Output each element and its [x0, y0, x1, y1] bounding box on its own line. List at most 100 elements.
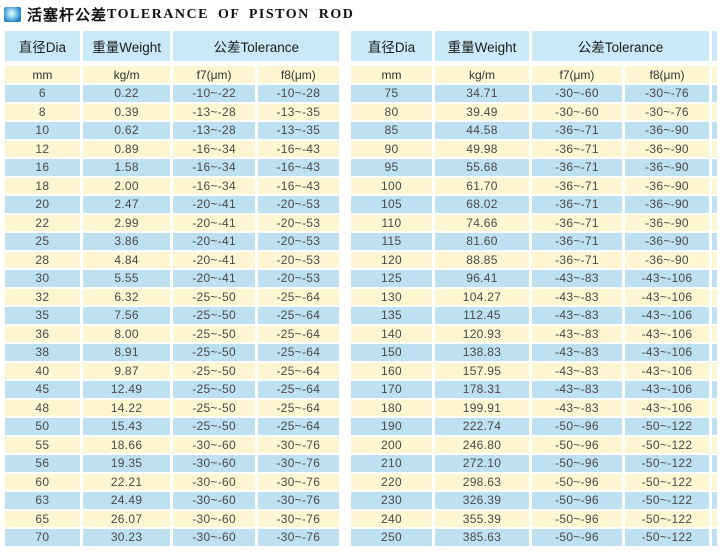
weight-value: 1.58	[82, 159, 171, 176]
weight-value: 81.60	[434, 233, 529, 250]
f8-value: -30~-76	[257, 510, 339, 527]
f8-value: -30~-76	[257, 455, 339, 472]
f7-value: -13~-28	[173, 103, 255, 120]
f7-value: -13~-28	[173, 122, 255, 139]
f8-value: -30~-76	[624, 103, 709, 120]
f8-value: -50~-122	[624, 436, 709, 453]
dia-value: 190	[350, 418, 432, 435]
f8-value: -30~-76	[257, 436, 339, 453]
weight-value: 222.74	[434, 418, 529, 435]
cropped-column-sliver	[712, 177, 717, 194]
f8-value: -36~-90	[624, 233, 709, 250]
dia-value: 250	[350, 529, 432, 546]
dia-value: 95	[350, 159, 432, 176]
weight-value: 22.21	[82, 473, 171, 490]
weight-value: 0.39	[82, 103, 171, 120]
table-row: 28 4.84 -20~-41 -20~-53	[5, 251, 339, 268]
weight-value: 61.70	[434, 177, 529, 194]
f8-value: -30~-76	[624, 85, 709, 102]
f8-value: -43~-106	[624, 381, 709, 398]
f7-value: -16~-34	[173, 177, 255, 194]
f7-value: -25~-50	[173, 307, 255, 324]
f8-value: -13~-35	[257, 122, 339, 139]
dia-value: 240	[350, 510, 432, 527]
table-row: 130 104.27 -43~-83 -43~-106	[350, 288, 717, 305]
table-row: 25 3.86 -20~-41 -20~-53	[5, 233, 339, 250]
weight-value: 19.35	[82, 455, 171, 472]
table-row: 135 112.45 -43~-83 -43~-106	[350, 307, 717, 324]
column-header-weight: 重量Weight	[434, 31, 529, 64]
table-row: 190 222.74 -50~-96 -50~-122	[350, 418, 717, 435]
f7-value: -30~-60	[531, 103, 622, 120]
dia-value: 35	[5, 307, 80, 324]
f7-value: -50~-96	[531, 492, 622, 509]
f8-value: -25~-64	[257, 418, 339, 435]
f8-value: -36~-90	[624, 251, 709, 268]
f8-value: -50~-122	[624, 529, 709, 546]
dia-value: 25	[5, 233, 80, 250]
f7-value: -30~-60	[173, 510, 255, 527]
cropped-column-sliver	[712, 214, 717, 231]
dia-value: 220	[350, 473, 432, 490]
f8-value: -43~-106	[624, 344, 709, 361]
cropped-column-sliver	[712, 307, 717, 324]
table-row: 105 68.02 -36~-71 -36~-90	[350, 196, 717, 213]
cropped-column-sliver	[712, 436, 717, 453]
f8-value: -20~-53	[257, 233, 339, 250]
dia-value: 10	[5, 122, 80, 139]
dia-value: 16	[5, 159, 80, 176]
cropped-column-sliver	[712, 510, 717, 527]
table-row: 12 0.89 -16~-34 -16~-43	[5, 140, 339, 157]
dia-value: 32	[5, 288, 80, 305]
f8-value: -36~-90	[624, 177, 709, 194]
cropped-column-sliver	[712, 325, 717, 342]
unit-header-f8: f8(μm)	[257, 66, 339, 83]
f7-value: -43~-83	[531, 362, 622, 379]
dia-value: 200	[350, 436, 432, 453]
weight-value: 44.58	[434, 122, 529, 139]
column-header-dia: 直径Dia	[5, 31, 80, 64]
f8-value: -25~-64	[257, 325, 339, 342]
unit-header-f7: f7(μm)	[173, 66, 255, 83]
cropped-column-sliver	[712, 288, 717, 305]
dia-value: 65	[5, 510, 80, 527]
table-row: 110 74.66 -36~-71 -36~-90	[350, 214, 717, 231]
f7-value: -25~-50	[173, 418, 255, 435]
dia-value: 30	[5, 270, 80, 287]
dia-value: 160	[350, 362, 432, 379]
tolerance-table-left: 直径Dia 重量Weight 公差Tolerance mm kg/m f7(μm…	[2, 29, 342, 548]
f8-value: -20~-53	[257, 214, 339, 231]
cropped-column-sliver	[712, 159, 717, 176]
f7-value: -30~-60	[173, 492, 255, 509]
weight-value: 68.02	[434, 196, 529, 213]
table-row: 50 15.43 -25~-50 -25~-64	[5, 418, 339, 435]
dia-value: 110	[350, 214, 432, 231]
column-header-dia: 直径Dia	[350, 31, 432, 64]
tolerance-table-right: 直径Dia 重量Weight 公差Tolerance mm kg/m f7(μm…	[348, 29, 720, 548]
dia-value: 28	[5, 251, 80, 268]
f7-value: -43~-83	[531, 399, 622, 416]
dia-value: 60	[5, 473, 80, 490]
weight-value: 2.99	[82, 214, 171, 231]
cropped-column-sliver	[712, 492, 717, 509]
weight-value: 8.91	[82, 344, 171, 361]
weight-value: 326.39	[434, 492, 529, 509]
table-row: 95 55.68 -36~-71 -36~-90	[350, 159, 717, 176]
f7-value: -30~-60	[531, 85, 622, 102]
weight-value: 39.49	[434, 103, 529, 120]
weight-value: 298.63	[434, 473, 529, 490]
subheader-row: mm kg/m f7(μm) f8(μm)	[5, 66, 339, 83]
f8-value: -16~-43	[257, 177, 339, 194]
weight-value: 120.93	[434, 325, 529, 342]
weight-value: 96.41	[434, 270, 529, 287]
f8-value: -43~-106	[624, 270, 709, 287]
weight-value: 14.22	[82, 399, 171, 416]
dia-value: 90	[350, 140, 432, 157]
f7-value: -36~-71	[531, 177, 622, 194]
f7-value: -20~-41	[173, 251, 255, 268]
dia-value: 20	[5, 196, 80, 213]
subheader-row: mm kg/m f7(μm) f8(μm)	[350, 66, 717, 83]
f7-value: -50~-96	[531, 455, 622, 472]
weight-value: 2.00	[82, 177, 171, 194]
